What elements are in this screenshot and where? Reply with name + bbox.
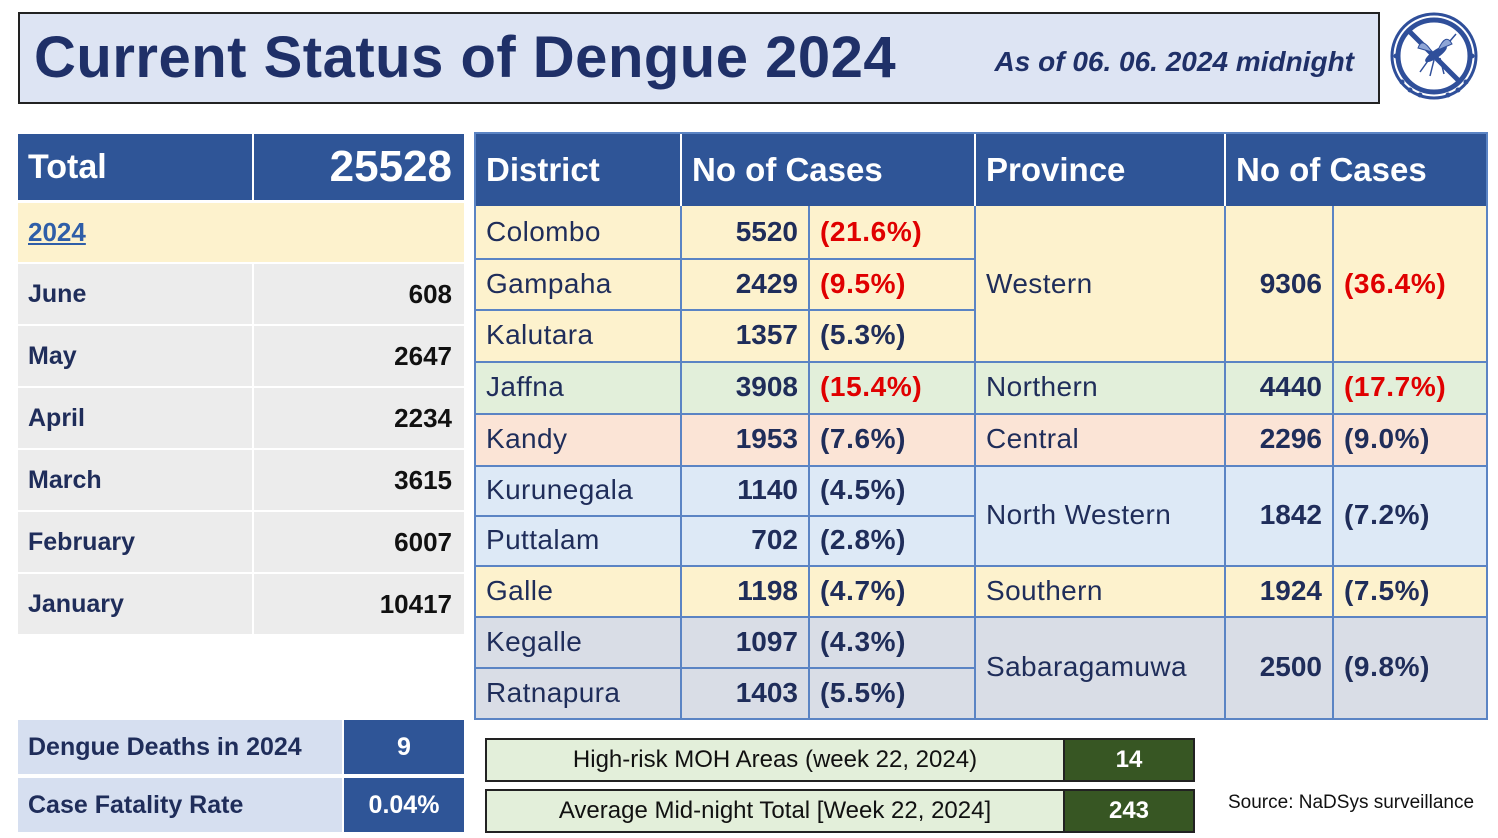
month-value: 2234 [394, 402, 452, 433]
province-name: North Western [986, 499, 1172, 530]
province-cases: 1924 [1259, 574, 1322, 606]
district-cases: 1198 [737, 574, 798, 606]
header-province: Province [976, 134, 1224, 206]
month-name: January [18, 574, 254, 634]
month-row: February 6007 [18, 510, 464, 572]
province-cases: 9306 [1259, 267, 1322, 299]
province-name: Southern [986, 574, 1103, 606]
district-cases: 702 [751, 524, 798, 555]
province-cases: 4440 [1259, 371, 1322, 402]
high-risk-moh-label: High-risk MOH Areas (week 22, 2024) [487, 740, 1063, 780]
month-row: April 2234 [18, 386, 464, 448]
province-percentage: (9.8%) [1344, 651, 1431, 682]
month-name: May [18, 326, 254, 386]
province-cases: 2296 [1259, 423, 1322, 454]
month-row: May 2647 [18, 324, 464, 386]
district-percentage: (5.3%) [820, 319, 907, 350]
anti-mosquito-logo-icon [1390, 12, 1478, 100]
average-midnight-label: Average Mid-night Total [Week 22, 2024] [487, 791, 1063, 831]
district-name: Kalutara [486, 319, 594, 350]
province-name: Central [986, 423, 1080, 454]
district-cases: 1953 [735, 423, 798, 454]
header-province-cases: No of Cases [1226, 134, 1486, 206]
high-risk-moh-row: High-risk MOH Areas (week 22, 2024) 14 [485, 738, 1195, 782]
province-name: Sabaragamuwa [986, 651, 1187, 682]
district-name: Jaffna [486, 371, 565, 402]
southern-block [476, 565, 1486, 616]
district-percentage: (2.8%) [820, 524, 907, 555]
month-value: 2647 [394, 340, 452, 371]
month-name: April [18, 388, 254, 448]
as-of-date: As of 06. 06. 2024 midnight [994, 46, 1354, 77]
province-percentage: (7.2%) [1344, 499, 1431, 530]
district-name: Gampaha [486, 267, 612, 299]
district-province-table: District No of Cases Province No of Case… [474, 132, 1488, 720]
cfr-row: Case Fatality Rate 0.04% [18, 778, 464, 832]
district-name: Colombo [486, 216, 601, 247]
district-percentage: (21.6%) [820, 216, 923, 247]
deaths-row: Dengue Deaths in 2024 9 [18, 720, 464, 774]
average-midnight-value: 243 [1063, 791, 1193, 831]
district-percentage: (4.5%) [820, 474, 907, 505]
month-value: 10417 [379, 588, 452, 619]
month-row: January 10417 [18, 572, 464, 634]
year-link[interactable]: 2024 [28, 217, 86, 247]
province-name: Western [986, 267, 1093, 299]
district-cases: 2429 [735, 267, 798, 299]
year-row: 2024 [18, 200, 464, 262]
district-name: Puttalam [486, 524, 600, 555]
header-district-cases: No of Cases [682, 134, 974, 206]
high-risk-moh-value: 14 [1063, 740, 1193, 780]
district-percentage: (5.5%) [820, 676, 907, 708]
district-cases: 1140 [737, 474, 798, 505]
province-percentage: (7.5%) [1344, 574, 1431, 606]
district-cases: 1403 [735, 676, 798, 708]
total-value: 25528 [329, 142, 452, 191]
northern-block [476, 361, 1486, 413]
total-label: Total [18, 134, 254, 200]
cfr-label: Case Fatality Rate [18, 778, 342, 832]
central-block [476, 413, 1486, 465]
cfr-value: 0.04% [344, 778, 464, 832]
month-value: 608 [408, 278, 452, 309]
month-name: February [18, 512, 254, 572]
province-cases: 2500 [1259, 651, 1322, 682]
average-midnight-row: Average Mid-night Total [Week 22, 2024] … [485, 789, 1195, 833]
deaths-value: 9 [344, 720, 464, 774]
month-name: March [18, 450, 254, 510]
province-percentage: (17.7%) [1344, 371, 1447, 402]
monthly-summary-table: Total 25528 2024 June 608 May 2647 April… [18, 134, 464, 634]
source-note: Source: NaDSys surveillance [1228, 792, 1475, 813]
district-percentage: (4.3%) [820, 625, 907, 657]
total-row: Total 25528 [18, 134, 464, 200]
district-percentage: (15.4%) [820, 371, 923, 402]
district-name: Ratnapura [486, 676, 621, 708]
district-name: Kandy [486, 423, 568, 454]
month-row: March 3615 [18, 448, 464, 510]
district-cases: 1357 [735, 319, 798, 350]
province-percentage: (9.0%) [1344, 423, 1431, 454]
province-percentage: (36.4%) [1344, 267, 1447, 299]
page-title: Current Status of Dengue 2024 [34, 25, 897, 90]
district-percentage: (9.5%) [820, 267, 907, 299]
district-name: Kurunegala [486, 474, 634, 505]
western-block [476, 206, 1486, 361]
title-banner: Current Status of Dengue 2024 As of 06. … [18, 12, 1380, 104]
deaths-label: Dengue Deaths in 2024 [18, 720, 342, 774]
district-name: Kegalle [486, 625, 583, 657]
month-name: June [18, 264, 254, 324]
district-cases: 1097 [735, 625, 798, 657]
header-district: District [476, 134, 680, 206]
district-name: Galle [486, 574, 554, 606]
month-value: 3615 [394, 464, 452, 495]
province-name: Northern [986, 371, 1099, 402]
district-percentage: (4.7%) [820, 574, 907, 606]
district-cases: 3908 [735, 371, 798, 402]
month-row: June 608 [18, 262, 464, 324]
province-cases: 1842 [1259, 499, 1322, 530]
district-percentage: (7.6%) [820, 423, 907, 454]
district-cases: 5520 [735, 216, 798, 247]
month-value: 6007 [394, 526, 452, 557]
